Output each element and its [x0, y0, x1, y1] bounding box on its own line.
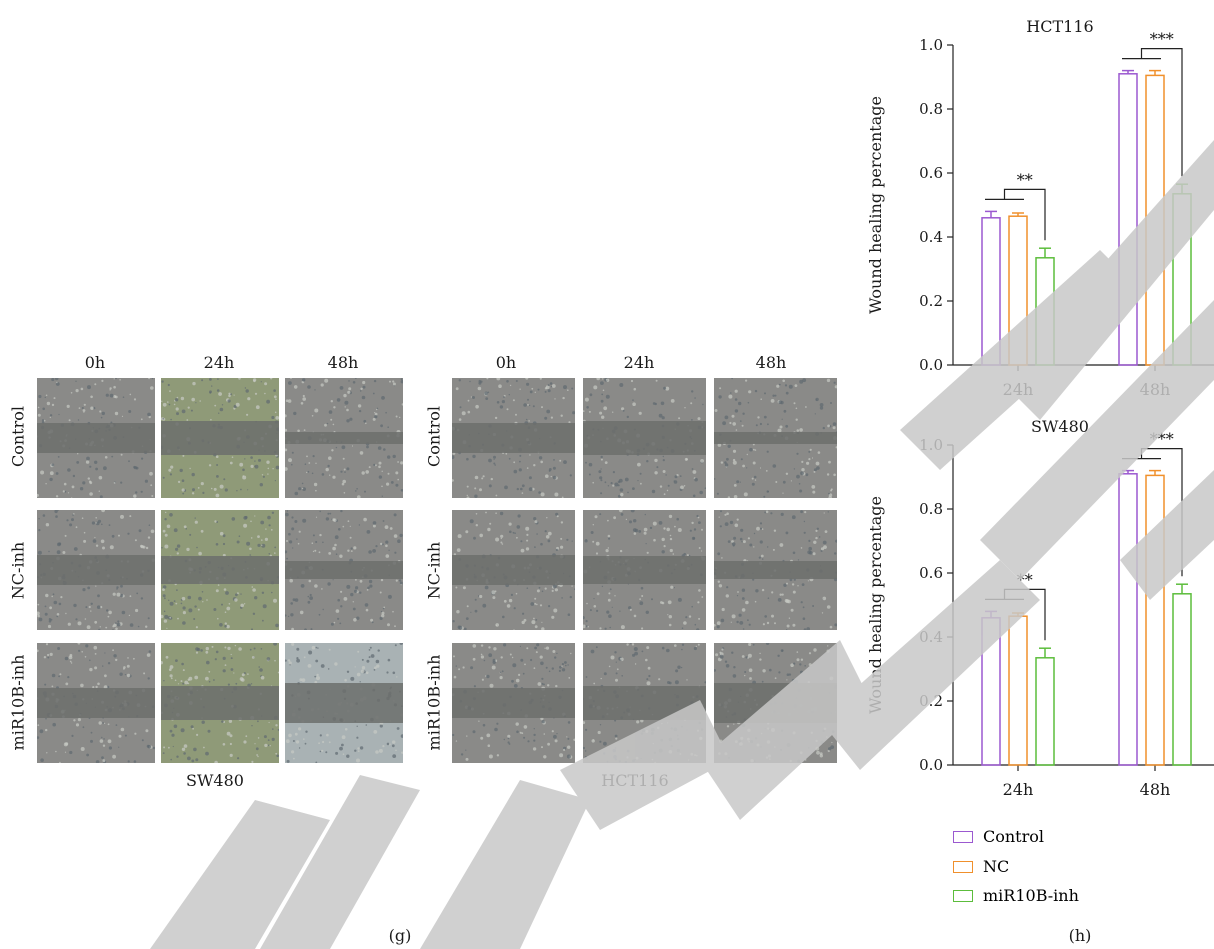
legend-label-mir10b-inh: miR10B-inh	[983, 886, 1079, 905]
chart-2-bracket-right-0	[1003, 588, 1046, 641]
chart-2-xtick-label-1: 48h	[1140, 780, 1171, 799]
sw480-group-caption: SW480	[186, 771, 244, 790]
hct116-micrograph-nc-inh-24h	[583, 510, 706, 630]
sw480-micrograph-control-48h	[285, 378, 403, 498]
chart-2-ytick-label-4: 0.8	[919, 500, 943, 518]
sw480-micrograph-control-24h	[161, 378, 279, 498]
chart-2-bar-nc-24h	[1008, 615, 1028, 766]
chart-1-ytick-label-2: 0.4	[919, 228, 943, 246]
sw480-col-label-48h: 48h	[327, 353, 359, 372]
chart-2-ytick-label-5: 1.0	[919, 436, 943, 454]
sw480-micrograph-mir10b-inh-0h	[37, 643, 155, 763]
chart-1-significance-0: **	[1017, 170, 1033, 189]
legend-swatch-mir10b-inh	[953, 889, 973, 902]
hct116-micrograph-nc-inh-48h	[714, 510, 837, 630]
legend-label-control: Control	[983, 827, 1045, 846]
sw480-micrograph-nc-inh-24h	[161, 510, 279, 630]
hct116-col-label-0h: 0h	[495, 353, 517, 372]
hct116-col-label-24h: 24h	[623, 353, 655, 372]
chart-1-bar-control-24h	[981, 217, 1001, 366]
chart-1-ytick-label-3: 0.6	[919, 164, 943, 182]
sw480-col-label-0h: 0h	[84, 353, 106, 372]
legend-item-nc: NC	[953, 857, 1009, 876]
chart-1-ytick-label-0: 0.0	[919, 356, 943, 374]
legend-swatch-nc	[953, 860, 973, 873]
hct116-micrograph-nc-inh-0h	[452, 510, 575, 630]
chart-2-bar-mir10b-inh-48h	[1172, 593, 1192, 766]
hct116-col-label-48h: 48h	[755, 353, 787, 372]
chart-2-ytick-label-1: 0.2	[919, 692, 943, 710]
legend-item-mir10b-inh: miR10B-inh	[953, 886, 1079, 905]
chart-2-title: SW480	[1031, 417, 1089, 436]
chart-2-significance-1: ***	[1150, 430, 1174, 449]
chart-1-xtick-label-1: 48h	[1140, 380, 1171, 399]
chart-2-bar-nc-48h	[1145, 474, 1165, 766]
chart-1-bar-mir10b-inh-48h	[1172, 193, 1192, 366]
legend-item-control: Control	[953, 827, 1044, 846]
sw480-micrograph-nc-inh-0h	[37, 510, 155, 630]
chart-1-y-label: Wound healing percentage	[866, 96, 885, 314]
chart-2-ytick-label-3: 0.6	[919, 564, 943, 582]
sw480-micrograph-nc-inh-48h	[285, 510, 403, 630]
hct116-micrograph-control-48h	[714, 378, 837, 498]
panel-h-label: (h)	[1068, 926, 1092, 945]
chart-1-ytick-label-5: 1.0	[919, 36, 943, 54]
chart-1-bar-nc-48h	[1145, 74, 1165, 366]
hct116-micrograph-control-0h	[452, 378, 575, 498]
chart-1-significance-1: ***	[1150, 30, 1174, 49]
legend-label-nc: NC	[983, 857, 1010, 876]
sw480-micrograph-mir10b-inh-24h	[161, 643, 279, 763]
sw480-micrograph-mir10b-inh-48h	[285, 643, 403, 763]
chart-1-bracket-right-1	[1140, 47, 1183, 177]
chart-2-bar-control-48h	[1118, 473, 1138, 766]
chart-2-significance-0: **	[1017, 570, 1033, 589]
hct116-micrograph-control-24h	[583, 378, 706, 498]
chart-2-bar-mir10b-inh-24h	[1035, 657, 1055, 766]
chart-1-bar-mir10b-inh-24h	[1035, 257, 1055, 366]
chart-2-bracket-right-1	[1140, 448, 1183, 577]
chart-2-ytick-label-0: 0.0	[919, 756, 943, 774]
chart-1-ytick-label-1: 0.2	[919, 292, 943, 310]
chart-2-xtick-label-0: 24h	[1003, 780, 1034, 799]
legend-swatch-control	[953, 830, 973, 843]
chart-1-ytick-label-4: 0.8	[919, 100, 943, 118]
chart-1-xtick-label-0: 24h	[1003, 380, 1034, 399]
chart-1-bar-nc-24h	[1008, 215, 1028, 366]
chart-2-ytick-label-2: 0.4	[919, 628, 943, 646]
sw480-col-label-24h: 24h	[203, 353, 235, 372]
sw480-micrograph-control-0h	[37, 378, 155, 498]
chart-2-bar-control-24h	[981, 617, 1001, 766]
chart-2-y-label: Wound healing percentage	[866, 496, 885, 714]
chart-1-title: HCT116	[1026, 17, 1093, 36]
chart-1-bracket-right-0	[1003, 188, 1046, 241]
chart-1-bar-control-48h	[1118, 73, 1138, 366]
